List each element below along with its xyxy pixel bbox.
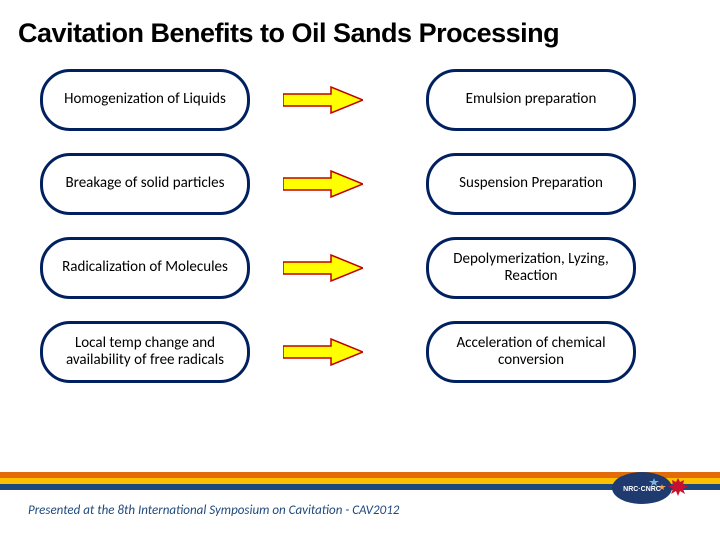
left-box: Radicalization of Molecules — [40, 237, 250, 299]
arrow-holder — [278, 85, 368, 115]
arrow-holder — [278, 337, 368, 367]
right-box: Depolymerization, Lyzing, Reaction — [426, 237, 636, 299]
arrow-icon — [283, 85, 363, 115]
page-title: Cavitation Benefits to Oil Sands Process… — [0, 0, 720, 57]
arrow-icon — [283, 253, 363, 283]
arrow-holder — [278, 253, 368, 283]
right-box: Suspension Preparation — [426, 153, 636, 215]
right-box: Emulsion preparation — [426, 69, 636, 131]
arrow-icon — [283, 337, 363, 367]
diagram-row: Radicalization of Molecules Depolymeriza… — [40, 237, 680, 299]
left-box: Local temp change and availability of fr… — [40, 321, 250, 383]
diagram-row: Local temp change and availability of fr… — [40, 321, 680, 383]
arrow-holder — [278, 169, 368, 199]
left-box: Homogenization of Liquids — [40, 69, 250, 131]
diagram-rows: Homogenization of Liquids Emulsion prepa… — [0, 57, 720, 383]
diagram-row: Homogenization of Liquids Emulsion prepa… — [40, 69, 680, 131]
diagram-row: Breakage of solid particles Suspension P… — [40, 153, 680, 215]
arrow-icon — [283, 169, 363, 199]
footer-text: Presented at the 8th International Sympo… — [28, 503, 399, 518]
right-box: Acceleration of chemical conversion — [426, 321, 636, 383]
left-box: Breakage of solid particles — [40, 153, 250, 215]
nrc-logo: NRC·CNRC — [610, 464, 690, 512]
logo-text: NRC·CNRC — [623, 486, 661, 493]
